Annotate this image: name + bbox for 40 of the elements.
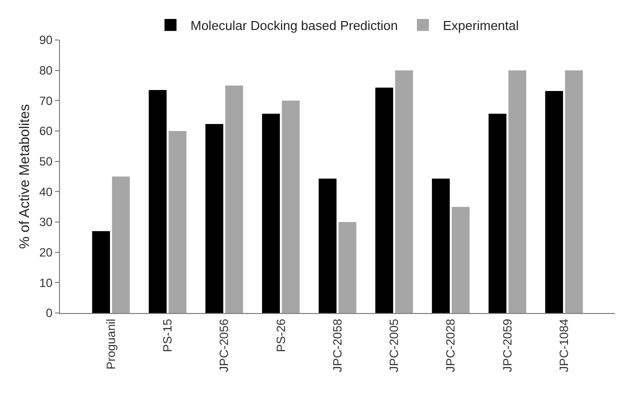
- bar: [282, 100, 300, 313]
- bar: [318, 178, 337, 313]
- y-tick-label: 60: [39, 124, 53, 138]
- x-tick-label: JPC-2028: [444, 318, 458, 372]
- y-tick-label: 70: [39, 94, 53, 108]
- bar: [205, 124, 224, 313]
- bar: [112, 176, 130, 313]
- x-tick-label: JPC-2059: [500, 318, 514, 372]
- bar: [508, 70, 526, 313]
- x-tick-label: JPC-2058: [330, 318, 344, 372]
- x-tick-label: JPC-2005: [387, 318, 402, 372]
- x-tick-label: PS-15: [160, 318, 174, 352]
- x-tick-label: JPC-2056: [217, 318, 232, 372]
- y-tick-label: 20: [39, 246, 53, 260]
- x-tick-label: Proguanil: [104, 318, 118, 370]
- y-tick-label: 90: [39, 33, 53, 48]
- bar: [375, 88, 394, 313]
- x-tick-label: PS-26: [274, 318, 288, 352]
- bar: [565, 70, 583, 313]
- bar: [225, 86, 244, 313]
- bar: [262, 114, 280, 313]
- y-tick-label: 10: [39, 276, 53, 290]
- y-tick-label: 0: [46, 306, 53, 320]
- y-axis-title: % of Active Metabolites: [16, 104, 32, 249]
- x-tick-label: JPC-1084: [556, 318, 571, 372]
- bar: [168, 131, 186, 313]
- y-tick-label: 80: [39, 64, 53, 78]
- bar: [148, 90, 167, 313]
- bar: [452, 206, 470, 313]
- bar: [92, 231, 110, 313]
- y-tick-label: 50: [39, 154, 53, 169]
- bar: [545, 90, 564, 313]
- y-tick-label: 40: [39, 184, 53, 199]
- bar: [395, 70, 413, 313]
- y-tick-label: 30: [39, 215, 53, 230]
- bar: [432, 178, 450, 313]
- bar: [338, 222, 356, 313]
- legend-label: Molecular Docking based Prediction: [190, 18, 398, 34]
- bar: [488, 114, 506, 313]
- legend-label: Experimental: [442, 18, 519, 34]
